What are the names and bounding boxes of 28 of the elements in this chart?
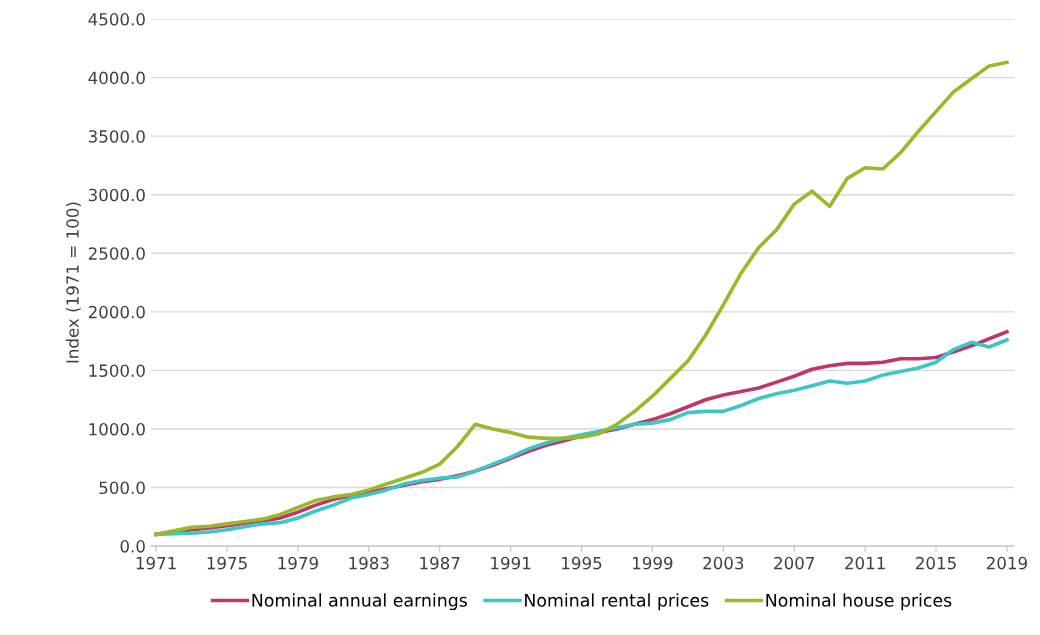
y-tick-label: 4500.0 [88,13,145,26]
y-axis-title: Index (1971 = 100) [65,202,81,363]
line-series [154,60,1009,537]
legend-label: Nominal house prices [766,593,952,611]
x-tick-label: 2011 [845,556,885,570]
y-tick-label: 500.0 [99,481,145,495]
x-tick-label: 1999 [633,556,673,570]
x-tick-label: 2007 [774,556,814,570]
x-tick-label: 1991 [491,556,531,570]
x-tick-label: 2019 [986,556,1027,570]
x-tick-label: 1979 [278,556,318,570]
y-tick-label: 3500.0 [88,130,145,143]
legend-label: Nominal rental prices [525,593,709,611]
legend-label: Nominal annual earnings [252,593,467,611]
x-tick-label: 1983 [349,556,389,570]
x-tick-label: 1975 [207,556,247,570]
x-tick-label: 1987 [420,556,460,570]
y-tick-label: 1000.0 [89,422,145,436]
x-tick-label: 1971 [136,556,176,570]
y-tick-label: 1500.0 [89,364,145,377]
y-tick-label: 2500.0 [88,247,145,260]
y-tick-label: 3000.0 [88,188,145,202]
y-tick-label: 0.0 [120,540,145,553]
y-tick-label: 4000.0 [88,71,145,85]
x-tick-label: 1995 [562,556,602,570]
x-tick-label: 2003 [703,556,744,570]
y-tick-label: 2000.0 [88,305,145,319]
x-tick-label: 2015 [916,556,956,570]
